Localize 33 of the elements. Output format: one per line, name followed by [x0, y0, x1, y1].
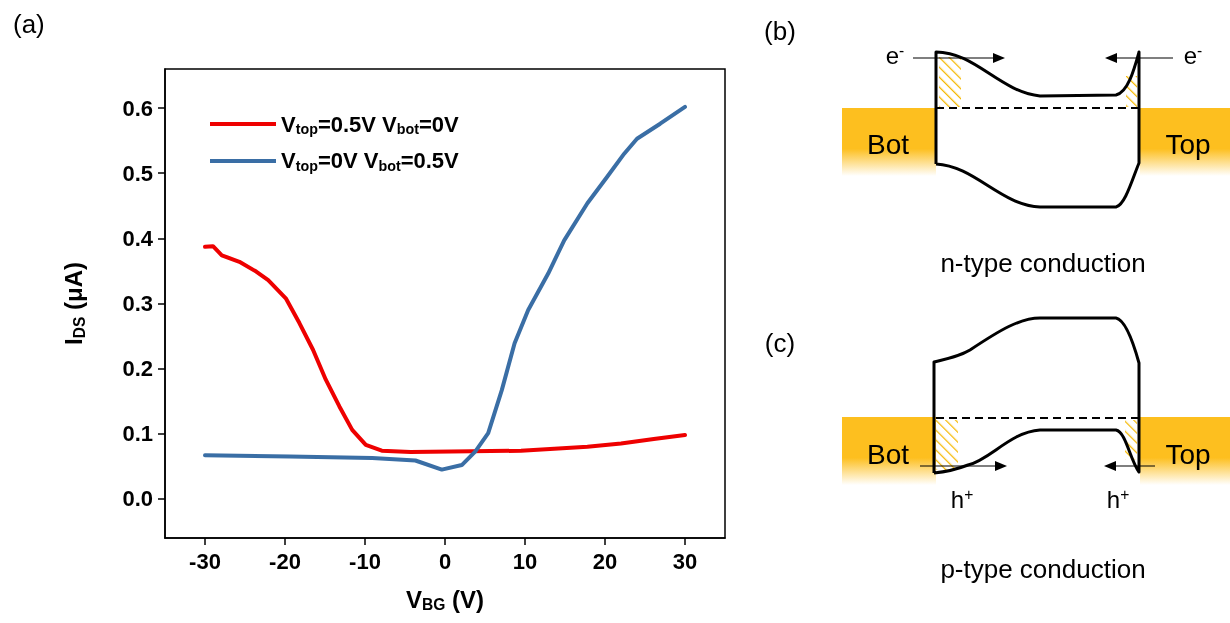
y-tick-label: 0.0 — [122, 486, 153, 512]
text: e$^{-}$ — [885, 41, 905, 69]
text: Bot — [866, 439, 910, 470]
y-axis-title: IDS (μA) — [60, 262, 88, 345]
text: Bot — [866, 129, 910, 160]
y-tick-label: 0.5 — [122, 160, 153, 186]
y-tick-label: 0.3 — [122, 291, 153, 316]
text: (b) — [764, 16, 796, 46]
text: (c) — [764, 328, 796, 358]
text: e$^{-}$ — [1183, 41, 1203, 69]
line-series — [203, 244, 687, 455]
x-tick-label: -30 — [189, 548, 221, 574]
line-series — [203, 104, 687, 472]
text: n-type conduction — [940, 248, 1146, 278]
text: h$^{+}$ — [1106, 485, 1130, 513]
x-tick-label: -10 — [349, 548, 381, 574]
y-tick-label: 0.6 — [122, 95, 153, 121]
legend-label: Vtop=0.5V Vbot=0V — [281, 111, 460, 137]
text: Top — [1165, 439, 1211, 470]
y-tick-label: 0.4 — [122, 225, 154, 251]
x-tick-label: -20 — [269, 548, 301, 574]
text: h$^{+}$ — [950, 485, 974, 513]
x-axis-title: VBG (V) — [405, 585, 485, 614]
y-tick-label: 0.2 — [122, 356, 153, 382]
text: p-type conduction — [940, 554, 1146, 584]
text: Top — [1165, 129, 1211, 160]
x-tick-label: 0 — [438, 548, 452, 574]
x-tick-label: 20 — [592, 548, 618, 574]
y-tick-label: 0.1 — [122, 421, 153, 447]
x-tick-label: 10 — [512, 548, 538, 574]
x-tick-label: 30 — [672, 548, 698, 574]
legend-label: Vtop=0V Vbot=0.5V — [281, 148, 460, 174]
chart-title: (a) — [13, 9, 45, 39]
